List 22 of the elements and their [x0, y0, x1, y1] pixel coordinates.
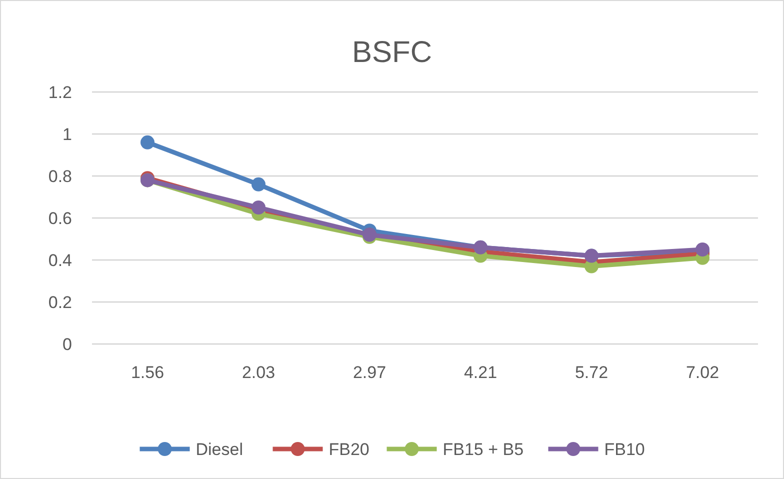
y-tick-label: 0.4 — [48, 250, 72, 270]
point — [696, 242, 710, 256]
point — [140, 135, 154, 150]
chart-title: BSFC — [352, 36, 432, 69]
legend-label: FB20 — [328, 440, 370, 459]
x-tick-label: 2.97 — [352, 363, 386, 382]
y-tick-label: 1.2 — [48, 82, 72, 102]
y-tick-label: 0 — [62, 334, 72, 354]
y-tick-label: 0.2 — [48, 292, 72, 312]
point — [252, 177, 266, 192]
y-tick-label: 0.8 — [48, 166, 72, 186]
point — [252, 200, 266, 214]
y-tick-label: 0.6 — [48, 208, 72, 228]
x-tick-label: 7.02 — [686, 363, 720, 382]
legend-label: FB10 — [604, 440, 645, 459]
x-tick-label: 1.56 — [130, 363, 164, 382]
y-tick-label: 1 — [62, 124, 72, 144]
x-tick-label: 4.21 — [464, 363, 498, 382]
x-tick-label: 2.03 — [242, 363, 276, 382]
x-tick-label: 5.72 — [574, 363, 608, 382]
legend-label: Diesel — [196, 440, 243, 459]
legend-label: FB15 + B5 — [442, 440, 524, 459]
